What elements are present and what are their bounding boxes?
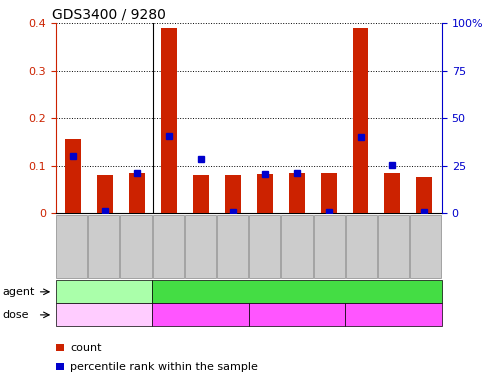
Text: GSM253590: GSM253590 [227,217,238,276]
Bar [384,173,400,213]
Bar [161,28,177,213]
Text: count: count [70,343,101,353]
Bar [129,173,145,213]
Bar [257,174,273,213]
Bar [353,28,369,213]
Text: GDS3400 / 9280: GDS3400 / 9280 [52,8,166,22]
Text: GSM253595: GSM253595 [389,217,398,276]
Text: GSM253588: GSM253588 [163,217,173,276]
Text: 150 mg/kg: 150 mg/kg [169,308,232,321]
Text: GSM253593: GSM253593 [324,217,334,276]
Text: GSM253586: GSM253586 [99,217,109,276]
Text: GSM253591: GSM253591 [260,217,270,276]
Bar [225,175,241,213]
Text: dose: dose [2,310,29,320]
Text: saline: saline [86,285,121,298]
Bar [97,175,113,213]
Text: cephalosporin: cephalosporin [256,285,339,298]
Text: control: control [84,308,124,321]
Text: 600 mg/kg: 600 mg/kg [362,308,426,321]
Text: GSM253594: GSM253594 [356,217,367,276]
Bar [321,173,337,213]
Text: GSM253596: GSM253596 [421,217,431,276]
Text: GSM253592: GSM253592 [292,217,302,276]
Text: percentile rank within the sample: percentile rank within the sample [70,362,258,372]
Text: 300 mg/kg: 300 mg/kg [266,308,328,321]
Bar [65,139,81,213]
Bar [416,177,432,213]
Text: GSM253589: GSM253589 [196,217,205,276]
Text: GSM253585: GSM253585 [67,217,77,276]
Text: agent: agent [2,287,35,297]
Bar [289,173,305,213]
Text: GSM253587: GSM253587 [131,217,141,276]
Bar [193,175,209,213]
